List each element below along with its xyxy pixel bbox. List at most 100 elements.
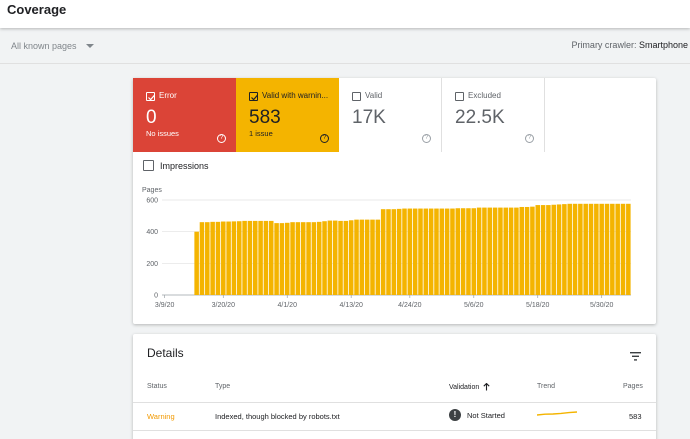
chart-bar[interactable]	[498, 207, 503, 295]
column-header-validation[interactable]: Validation	[449, 383, 490, 391]
chart-bar[interactable]	[215, 221, 221, 295]
chart-bar[interactable]	[492, 207, 498, 295]
filter-list-icon[interactable]	[630, 348, 641, 366]
chart-bar[interactable]	[524, 206, 530, 295]
checkbox-unchecked-icon[interactable]	[455, 92, 464, 101]
checkbox-unchecked-icon[interactable]	[143, 160, 154, 171]
page-filter-dropdown[interactable]: All known pages	[11, 41, 94, 51]
chart-bar[interactable]	[348, 220, 354, 295]
help-circle-icon[interactable]: ?	[422, 134, 431, 143]
chart-bar[interactable]	[508, 207, 514, 295]
chart-bar[interactable]	[199, 222, 205, 295]
chart-bar[interactable]	[439, 208, 445, 295]
chart-bar[interactable]	[306, 222, 311, 295]
chart-bar[interactable]	[205, 222, 210, 295]
chart-bar[interactable]	[626, 203, 631, 295]
chart-bar[interactable]	[567, 203, 572, 295]
chart-bar[interactable]	[237, 221, 242, 295]
chart-bar[interactable]	[594, 203, 599, 295]
chart-bar[interactable]	[402, 208, 407, 295]
chart-bar[interactable]	[290, 222, 295, 295]
chart-bar[interactable]	[546, 205, 551, 295]
chart-bar[interactable]	[370, 219, 375, 295]
tile-error[interactable]: Error 0 No issues ?	[133, 78, 236, 152]
column-header-type[interactable]: Type	[215, 383, 231, 390]
chart-bar[interactable]	[322, 221, 327, 295]
chart-bar[interactable]	[476, 207, 482, 295]
chart-bar[interactable]	[556, 204, 562, 295]
chart-bar[interactable]	[514, 207, 519, 295]
table-row[interactable]: Warning Indexed, though blocked by robot…	[133, 403, 656, 430]
chart-bar[interactable]	[242, 220, 247, 295]
chart-bar[interactable]	[423, 208, 429, 295]
help-circle-icon[interactable]: ?	[525, 134, 534, 143]
chart-bar[interactable]	[258, 220, 263, 295]
chart-bar[interactable]	[263, 220, 269, 295]
chart-bar[interactable]	[268, 220, 274, 295]
tile-valid-with-warnings[interactable]: Valid with warnin... 583 1 issue ?	[236, 78, 339, 152]
chart-bar[interactable]	[572, 203, 578, 295]
chart-bar[interactable]	[450, 208, 455, 295]
chart-bar[interactable]	[471, 208, 477, 295]
chart-bar[interactable]	[551, 204, 556, 295]
chart-bar[interactable]	[327, 220, 333, 295]
chart-bar[interactable]	[540, 205, 546, 295]
chart-bar[interactable]	[588, 203, 594, 295]
chart-bar[interactable]	[466, 208, 471, 295]
chart-bar[interactable]	[396, 208, 402, 295]
checkbox-checked-icon[interactable]	[146, 92, 155, 101]
chart-bar[interactable]	[578, 203, 583, 295]
chart-bar[interactable]	[226, 221, 231, 295]
chart-bar[interactable]	[391, 209, 397, 295]
chart-bar[interactable]	[279, 223, 285, 295]
chart-bar[interactable]	[482, 207, 487, 295]
chart-bar[interactable]	[535, 205, 540, 295]
chart-bar[interactable]	[380, 209, 386, 295]
checkbox-checked-icon[interactable]	[249, 92, 258, 101]
chart-bar[interactable]	[295, 222, 301, 295]
chart-bar[interactable]	[418, 208, 423, 295]
chart-bar[interactable]	[604, 203, 610, 295]
chart-bar[interactable]	[221, 221, 226, 295]
chart-bar[interactable]	[412, 208, 418, 295]
chart-bar[interactable]	[247, 220, 253, 295]
chart-bar[interactable]	[284, 222, 290, 295]
chart-bar[interactable]	[562, 204, 567, 295]
chart-bar[interactable]	[610, 203, 615, 295]
help-circle-icon[interactable]: ?	[217, 134, 226, 143]
help-circle-icon[interactable]: ?	[320, 134, 329, 143]
chart-bar[interactable]	[359, 219, 365, 295]
chart-bar[interactable]	[487, 207, 493, 295]
chart-bar[interactable]	[444, 208, 450, 295]
tile-valid[interactable]: Valid 17K ?	[339, 78, 442, 152]
chart-bar[interactable]	[311, 222, 317, 295]
chart-bar[interactable]	[364, 219, 370, 295]
column-header-status[interactable]: Status	[147, 383, 167, 390]
chart-bar[interactable]	[343, 220, 349, 295]
chart-bar[interactable]	[599, 203, 604, 295]
chart-bar[interactable]	[615, 203, 620, 295]
chart-bar[interactable]	[332, 220, 338, 295]
chart-bar[interactable]	[386, 209, 391, 295]
column-header-pages[interactable]: Pages	[623, 383, 643, 390]
chart-bar[interactable]	[407, 208, 413, 295]
chart-bar[interactable]	[503, 207, 509, 295]
chart-bar[interactable]	[338, 220, 343, 295]
checkbox-unchecked-icon[interactable]	[352, 92, 361, 101]
tile-excluded[interactable]: Excluded 22.5K ?	[442, 78, 545, 152]
chart-bar[interactable]	[316, 221, 322, 295]
chart-bar[interactable]	[455, 208, 461, 295]
chart-bar[interactable]	[210, 221, 215, 295]
column-header-trend[interactable]: Trend	[537, 383, 556, 390]
chart-bar[interactable]	[530, 206, 535, 295]
chart-bar[interactable]	[583, 203, 588, 295]
chart-bar[interactable]	[231, 221, 237, 296]
chart-bar[interactable]	[460, 208, 466, 295]
chart-bar[interactable]	[253, 220, 258, 295]
chart-bar[interactable]	[300, 222, 306, 295]
chart-bar[interactable]	[354, 219, 359, 295]
chart-bar[interactable]	[428, 208, 434, 295]
chart-bar[interactable]	[194, 231, 199, 295]
chart-bar[interactable]	[375, 219, 381, 295]
chart-bar[interactable]	[434, 208, 439, 295]
